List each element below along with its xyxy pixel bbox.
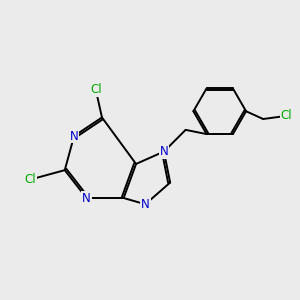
Text: N: N (82, 191, 91, 205)
Text: N: N (70, 130, 78, 142)
Text: N: N (160, 145, 168, 158)
Text: Cl: Cl (280, 110, 292, 122)
Text: Cl: Cl (25, 173, 37, 186)
Text: N: N (141, 198, 150, 211)
Text: Cl: Cl (90, 83, 102, 96)
